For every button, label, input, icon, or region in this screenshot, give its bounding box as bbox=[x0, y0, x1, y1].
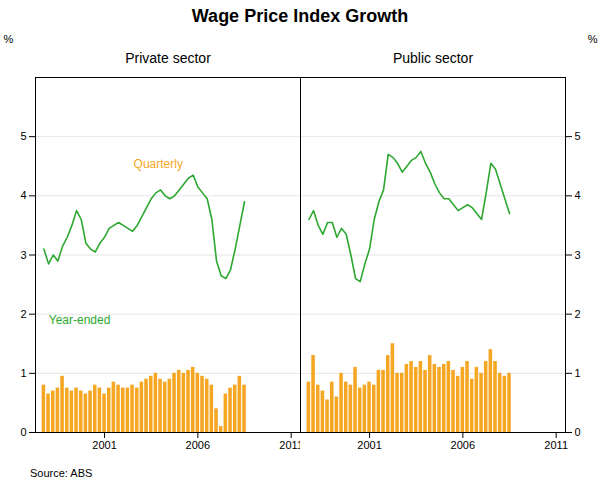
svg-text:Year-ended: Year-ended bbox=[49, 313, 111, 327]
svg-text:Private sector: Private sector bbox=[125, 50, 211, 66]
svg-text:1: 1 bbox=[20, 367, 26, 379]
svg-text:2001: 2001 bbox=[92, 439, 116, 451]
svg-text:4: 4 bbox=[20, 189, 26, 201]
svg-text:2001: 2001 bbox=[357, 439, 381, 451]
svg-text:%: % bbox=[588, 33, 598, 45]
svg-text:Quarterly: Quarterly bbox=[134, 157, 183, 171]
svg-text:4: 4 bbox=[575, 189, 581, 201]
svg-text:%: % bbox=[4, 33, 14, 45]
svg-text:3: 3 bbox=[20, 249, 26, 261]
svg-text:Public sector: Public sector bbox=[393, 50, 473, 66]
svg-text:5: 5 bbox=[575, 130, 581, 142]
svg-text:5: 5 bbox=[20, 130, 26, 142]
svg-text:2011: 2011 bbox=[544, 439, 568, 451]
svg-text:2: 2 bbox=[20, 308, 26, 320]
svg-text:0: 0 bbox=[20, 426, 26, 438]
html-text:Wage Price Index Growth: Wage Price Index Growth bbox=[191, 6, 409, 26]
svg-text:2: 2 bbox=[575, 308, 581, 320]
svg-text:1: 1 bbox=[575, 367, 581, 379]
svg-text:2006: 2006 bbox=[186, 439, 210, 451]
html-text:Source: ABS: Source: ABS bbox=[30, 467, 93, 479]
svg-text:3: 3 bbox=[575, 249, 581, 261]
svg-text:2011: 2011 bbox=[279, 439, 300, 451]
svg-text:2006: 2006 bbox=[451, 439, 475, 451]
svg-text:0: 0 bbox=[575, 426, 581, 438]
